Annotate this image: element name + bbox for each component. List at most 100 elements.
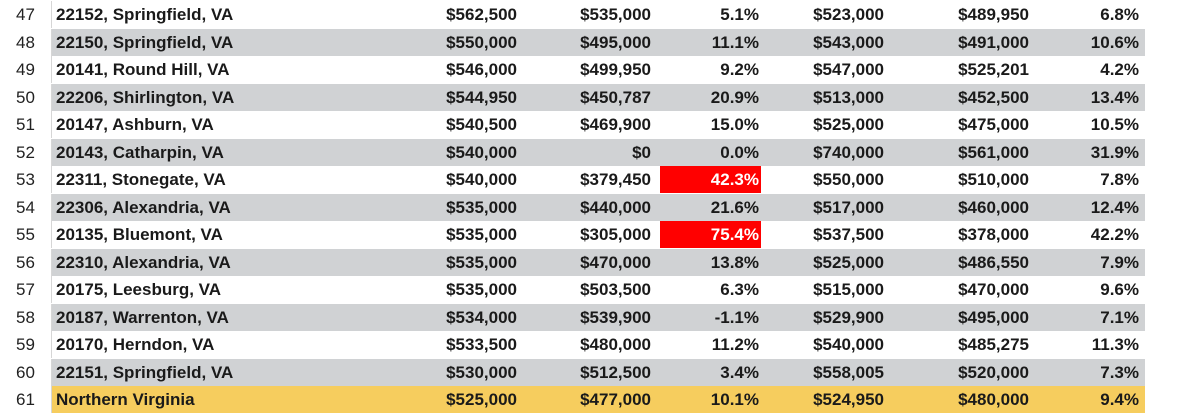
cell-median-price-d[interactable]: $525,201 (958, 60, 1029, 79)
cell-median-price-d[interactable]: $460,000 (958, 198, 1029, 217)
cell-median-price-d[interactable]: $486,550 (958, 253, 1029, 272)
cell-median-price-a[interactable]: $535,000 (446, 253, 517, 272)
cell-median-price-a[interactable]: $535,000 (446, 198, 517, 217)
row-header[interactable]: 49 (0, 56, 52, 83)
row-header[interactable]: 48 (0, 29, 52, 56)
table-row[interactable]: 58 20187, Warrenton, VA $534,000 $539,900 -1… (0, 304, 1200, 331)
cell-location[interactable]: 20175, Leesburg, VA (56, 280, 222, 299)
cell-median-price-a[interactable]: $540,000 (446, 143, 517, 162)
cell-location[interactable]: 20143, Catharpin, VA (56, 143, 224, 162)
cell-median-price-a[interactable]: $530,000 (446, 363, 517, 382)
cell-median-price-d[interactable]: $561,000 (958, 143, 1029, 162)
row-header[interactable]: 56 (0, 249, 52, 276)
cell-median-price-a[interactable]: $540,000 (446, 170, 517, 189)
cell-location[interactable]: 22310, Alexandria, VA (56, 253, 231, 272)
cell-location[interactable]: 22206, Shirlington, VA (56, 88, 235, 107)
cell-median-price-d[interactable]: $475,000 (958, 115, 1029, 134)
table-row[interactable]: 60 22151, Springfield, VA $530,000 $512,500… (0, 359, 1200, 386)
cell-median-price-c[interactable]: $513,000 (813, 88, 884, 107)
cell-location[interactable]: 20170, Herndon, VA (56, 335, 215, 354)
row-header[interactable]: 54 (0, 194, 52, 221)
cell-change-pct-2[interactable]: 6.8% (1100, 5, 1139, 24)
cell-median-price-c[interactable]: $537,500 (813, 225, 884, 244)
cell-median-price-c[interactable]: $523,000 (813, 5, 884, 24)
cell-location[interactable]: 22311, Stonegate, VA (56, 170, 226, 189)
cell-median-price-c[interactable]: $550,000 (813, 170, 884, 189)
cell-median-price-c[interactable]: $525,000 (813, 115, 884, 134)
cell-location[interactable]: 20147, Ashburn, VA (56, 115, 214, 134)
row-header[interactable]: 53 (0, 166, 52, 193)
cell-change-pct-1-highlighted[interactable]: 75.4% (660, 221, 761, 248)
cell-location[interactable]: 22150, Springfield, VA (56, 33, 234, 52)
cell-change-pct-2[interactable]: 7.8% (1100, 170, 1139, 189)
cell-change-pct-1[interactable]: 11.2% (711, 335, 759, 354)
cell-median-price-b[interactable]: $477,000 (580, 390, 651, 409)
cell-median-price-a[interactable]: $533,500 (446, 335, 517, 354)
cell-median-price-c[interactable]: $517,000 (813, 198, 884, 217)
total-row[interactable]: 61 Northern Virginia $525,000 $477,000 10.1%… (0, 386, 1200, 413)
table-row[interactable]: 47 22152, Springfield, VA $562,500 $535,000… (0, 1, 1200, 28)
row-header[interactable]: 60 (0, 359, 52, 386)
cell-median-price-d[interactable]: $485,275 (958, 335, 1029, 354)
cell-change-pct-1-highlighted[interactable]: 42.3% (660, 166, 761, 193)
cell-median-price-b[interactable]: $499,950 (580, 60, 651, 79)
cell-median-price-a[interactable]: $546,000 (446, 60, 517, 79)
cell-median-price-c[interactable]: $543,000 (813, 33, 884, 52)
cell-median-price-b[interactable]: $305,000 (580, 225, 651, 244)
cell-median-price-c[interactable]: $740,000 (813, 143, 884, 162)
cell-median-price-d[interactable]: $510,000 (958, 170, 1029, 189)
cell-change-pct-1[interactable]: 11.1% (711, 33, 759, 52)
cell-median-price-d[interactable]: $378,000 (958, 225, 1029, 244)
cell-median-price-b[interactable]: $0 (632, 143, 651, 162)
cell-change-pct-2[interactable]: 7.3% (1100, 363, 1139, 382)
cell-location[interactable]: Northern Virginia (56, 390, 195, 409)
cell-change-pct-2[interactable]: 4.2% (1100, 60, 1139, 79)
cell-median-price-a[interactable]: $544,950 (446, 88, 517, 107)
cell-median-price-b[interactable]: $469,900 (580, 115, 651, 134)
cell-median-price-d[interactable]: $520,000 (958, 363, 1029, 382)
cell-change-pct-1[interactable]: 9.2% (720, 60, 759, 79)
cell-median-price-c[interactable]: $540,000 (813, 335, 884, 354)
cell-median-price-b[interactable]: $450,787 (580, 88, 651, 107)
cell-median-price-d[interactable]: $480,000 (958, 390, 1029, 409)
cell-location[interactable]: 20187, Warrenton, VA (56, 308, 229, 327)
cell-change-pct-2[interactable]: 12.4% (1090, 198, 1139, 217)
cell-median-price-d[interactable]: $452,500 (958, 88, 1029, 107)
cell-median-price-b[interactable]: $480,000 (580, 335, 651, 354)
cell-change-pct-2[interactable]: 7.9% (1100, 253, 1139, 272)
cell-median-price-c[interactable]: $525,000 (813, 253, 884, 272)
cell-median-price-a[interactable]: $540,500 (446, 115, 517, 134)
cell-median-price-c[interactable]: $558,005 (813, 363, 884, 382)
table-row[interactable]: 59 20170, Herndon, VA $533,500 $480,000 11.2… (0, 331, 1200, 358)
cell-median-price-c[interactable]: $529,900 (813, 308, 884, 327)
cell-change-pct-1[interactable]: 0.0% (720, 143, 759, 162)
cell-change-pct-1[interactable]: 21.6% (710, 198, 759, 217)
row-header[interactable]: 57 (0, 276, 52, 303)
cell-change-pct-1[interactable]: 6.3% (720, 280, 759, 299)
cell-median-price-b[interactable]: $535,000 (580, 5, 651, 24)
cell-change-pct-2[interactable]: 7.1% (1100, 308, 1139, 327)
table-row[interactable]: 55 20135, Bluemont, VA $535,000 $305,000 75.… (0, 221, 1200, 248)
cell-median-price-d[interactable]: $470,000 (958, 280, 1029, 299)
cell-change-pct-2[interactable]: 13.4% (1090, 88, 1139, 107)
cell-median-price-c[interactable]: $547,000 (813, 60, 884, 79)
cell-median-price-a[interactable]: $535,000 (446, 280, 517, 299)
cell-change-pct-2[interactable]: 9.6% (1100, 280, 1139, 299)
cell-median-price-c[interactable]: $515,000 (813, 280, 884, 299)
table-row[interactable]: 54 22306, Alexandria, VA $535,000 $440,000 2… (0, 194, 1200, 221)
table-row[interactable]: 53 22311, Stonegate, VA $540,000 $379,450 42… (0, 166, 1200, 193)
row-header[interactable]: 51 (0, 111, 52, 138)
row-header[interactable]: 59 (0, 331, 52, 358)
row-header[interactable]: 55 (0, 221, 52, 248)
table-row[interactable]: 57 20175, Leesburg, VA $535,000 $503,500 6.3… (0, 276, 1200, 303)
cell-median-price-a[interactable]: $550,000 (446, 33, 517, 52)
row-header[interactable]: 61 (0, 386, 52, 413)
table-row[interactable]: 51 20147, Ashburn, VA $540,500 $469,900 15.0… (0, 111, 1200, 138)
row-header[interactable]: 58 (0, 304, 52, 331)
cell-median-price-a[interactable]: $535,000 (446, 225, 517, 244)
cell-change-pct-1[interactable]: 20.9% (710, 88, 759, 107)
cell-location[interactable]: 20135, Bluemont, VA (56, 225, 223, 244)
cell-change-pct-1[interactable]: 3.4% (720, 363, 759, 382)
cell-median-price-b[interactable]: $495,000 (580, 33, 651, 52)
table-row[interactable]: 50 22206, Shirlington, VA $544,950 $450,787… (0, 84, 1200, 111)
